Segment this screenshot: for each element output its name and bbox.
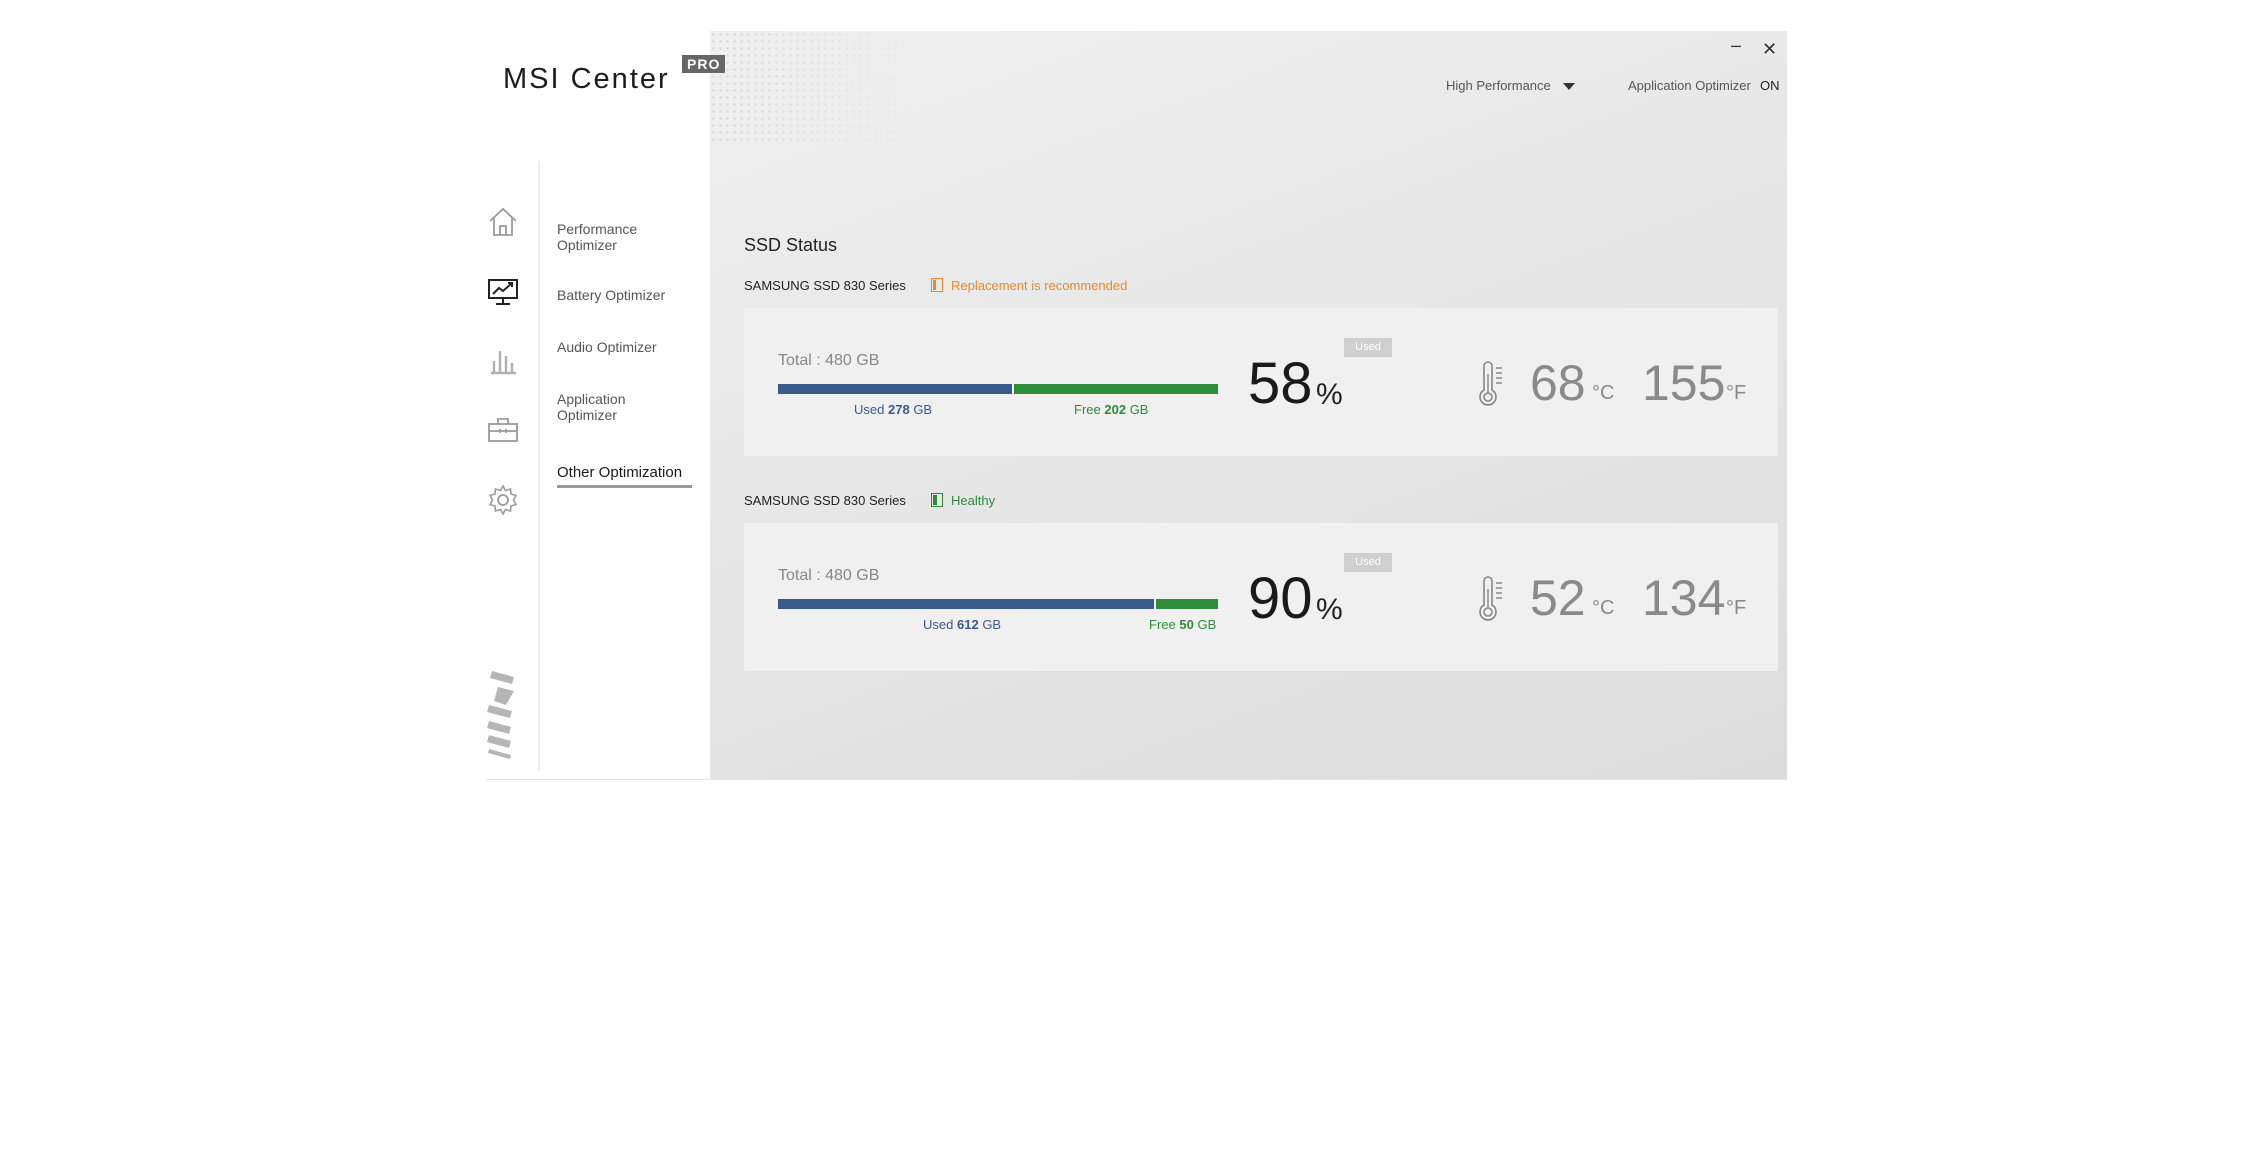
menu-item-other-optimization[interactable]: Other Optimization — [557, 464, 683, 481]
active-menu-underline — [557, 485, 692, 488]
menu-item-application-optimizer[interactable]: Application Optimizer — [557, 391, 626, 423]
thermometer-icon — [1479, 576, 1502, 621]
ssd-card: Total : 480 GB Used 278 GB Free 202 GB U… — [744, 308, 1778, 456]
bar-chart-icon[interactable] — [486, 343, 520, 377]
percent-sign: % — [1316, 378, 1343, 411]
ssd-status-title: SSD Status — [744, 235, 838, 255]
used-bar — [778, 384, 1012, 394]
performance-mode-label: High Performance — [1446, 78, 1551, 93]
application-optimizer-label: Application Optimizer — [1628, 78, 1751, 93]
fahrenheit-unit: °F — [1726, 597, 1747, 619]
used-tag: Used — [1344, 553, 1392, 572]
celsius-unit: °C — [1592, 382, 1615, 404]
used-tag: Used — [1344, 338, 1392, 357]
menu-item-label: Optimizer — [557, 407, 617, 423]
temperature-celsius: 68 — [1530, 355, 1586, 411]
temperature-fahrenheit: 134 — [1642, 570, 1726, 626]
usage-percent: 58 — [1248, 351, 1313, 416]
application-optimizer-toggle[interactable]: ON — [1760, 78, 1780, 93]
free-amount: Free 202 GB — [1074, 402, 1149, 417]
total-capacity: Total : 480 GB — [778, 352, 880, 369]
close-button[interactable]: ✕ — [1762, 39, 1778, 59]
free-amount: Free 50 GB — [1149, 617, 1217, 632]
msi-logo-icon — [487, 671, 514, 759]
gear-icon[interactable] — [486, 483, 520, 517]
performance-mode-dropdown[interactable]: High Performance — [1446, 78, 1575, 93]
app-title: MSI Center — [503, 63, 670, 95]
free-bar — [1156, 599, 1218, 609]
window-bottom-border — [486, 779, 1787, 780]
usage-percent: 90 — [1248, 566, 1313, 631]
used-amount: Used 612 GB — [923, 617, 1002, 632]
warning-battery-icon — [931, 278, 943, 292]
ssd-drive-name: SAMSUNG SSD 830 Series — [744, 493, 906, 508]
menu-item-audio-optimizer[interactable]: Audio Optimizer — [557, 339, 657, 355]
toolbox-icon[interactable] — [486, 413, 520, 447]
ssd-drive-name: SAMSUNG SSD 830 Series — [744, 278, 906, 293]
menu-item-label: Performance — [557, 221, 638, 237]
menu-item-label: Optimizer — [557, 237, 617, 253]
msi-center-window: MSI Center PRO – ✕ High Performance Appl… — [486, 31, 1787, 780]
temperature-celsius: 52 — [1530, 570, 1586, 626]
thermometer-icon — [1479, 361, 1502, 406]
percent-sign: % — [1316, 593, 1343, 626]
ssd-card: Total : 480 GB Used 612 GB Free 50 GB Us… — [744, 523, 1778, 671]
ssd-status-text: Replacement is recommended — [951, 278, 1128, 293]
ssd-status-text: Healthy — [951, 493, 996, 508]
chevron-down-icon — [1562, 83, 1575, 91]
minimize-button[interactable]: – — [1731, 35, 1742, 55]
used-amount: Used 278 GB — [854, 402, 933, 417]
pro-badge: PRO — [682, 55, 726, 73]
used-bar — [778, 599, 1154, 609]
home-icon[interactable] — [486, 205, 520, 239]
menu-item-label: Application — [557, 391, 626, 407]
free-bar — [1014, 384, 1218, 394]
menu-item-performance-optimizer[interactable]: Performance Optimizer — [557, 221, 637, 253]
total-capacity: Total : 480 GB — [778, 567, 880, 584]
temperature-fahrenheit: 155 — [1642, 355, 1726, 411]
healthy-battery-icon — [931, 493, 943, 507]
sidebar-divider — [538, 161, 540, 771]
celsius-unit: °C — [1592, 597, 1615, 619]
fahrenheit-unit: °F — [1726, 382, 1747, 404]
dot-pattern-decoration — [710, 31, 920, 141]
monitor-chart-icon[interactable] — [486, 275, 520, 309]
menu-item-battery-optimizer[interactable]: Battery Optimizer — [557, 287, 666, 303]
